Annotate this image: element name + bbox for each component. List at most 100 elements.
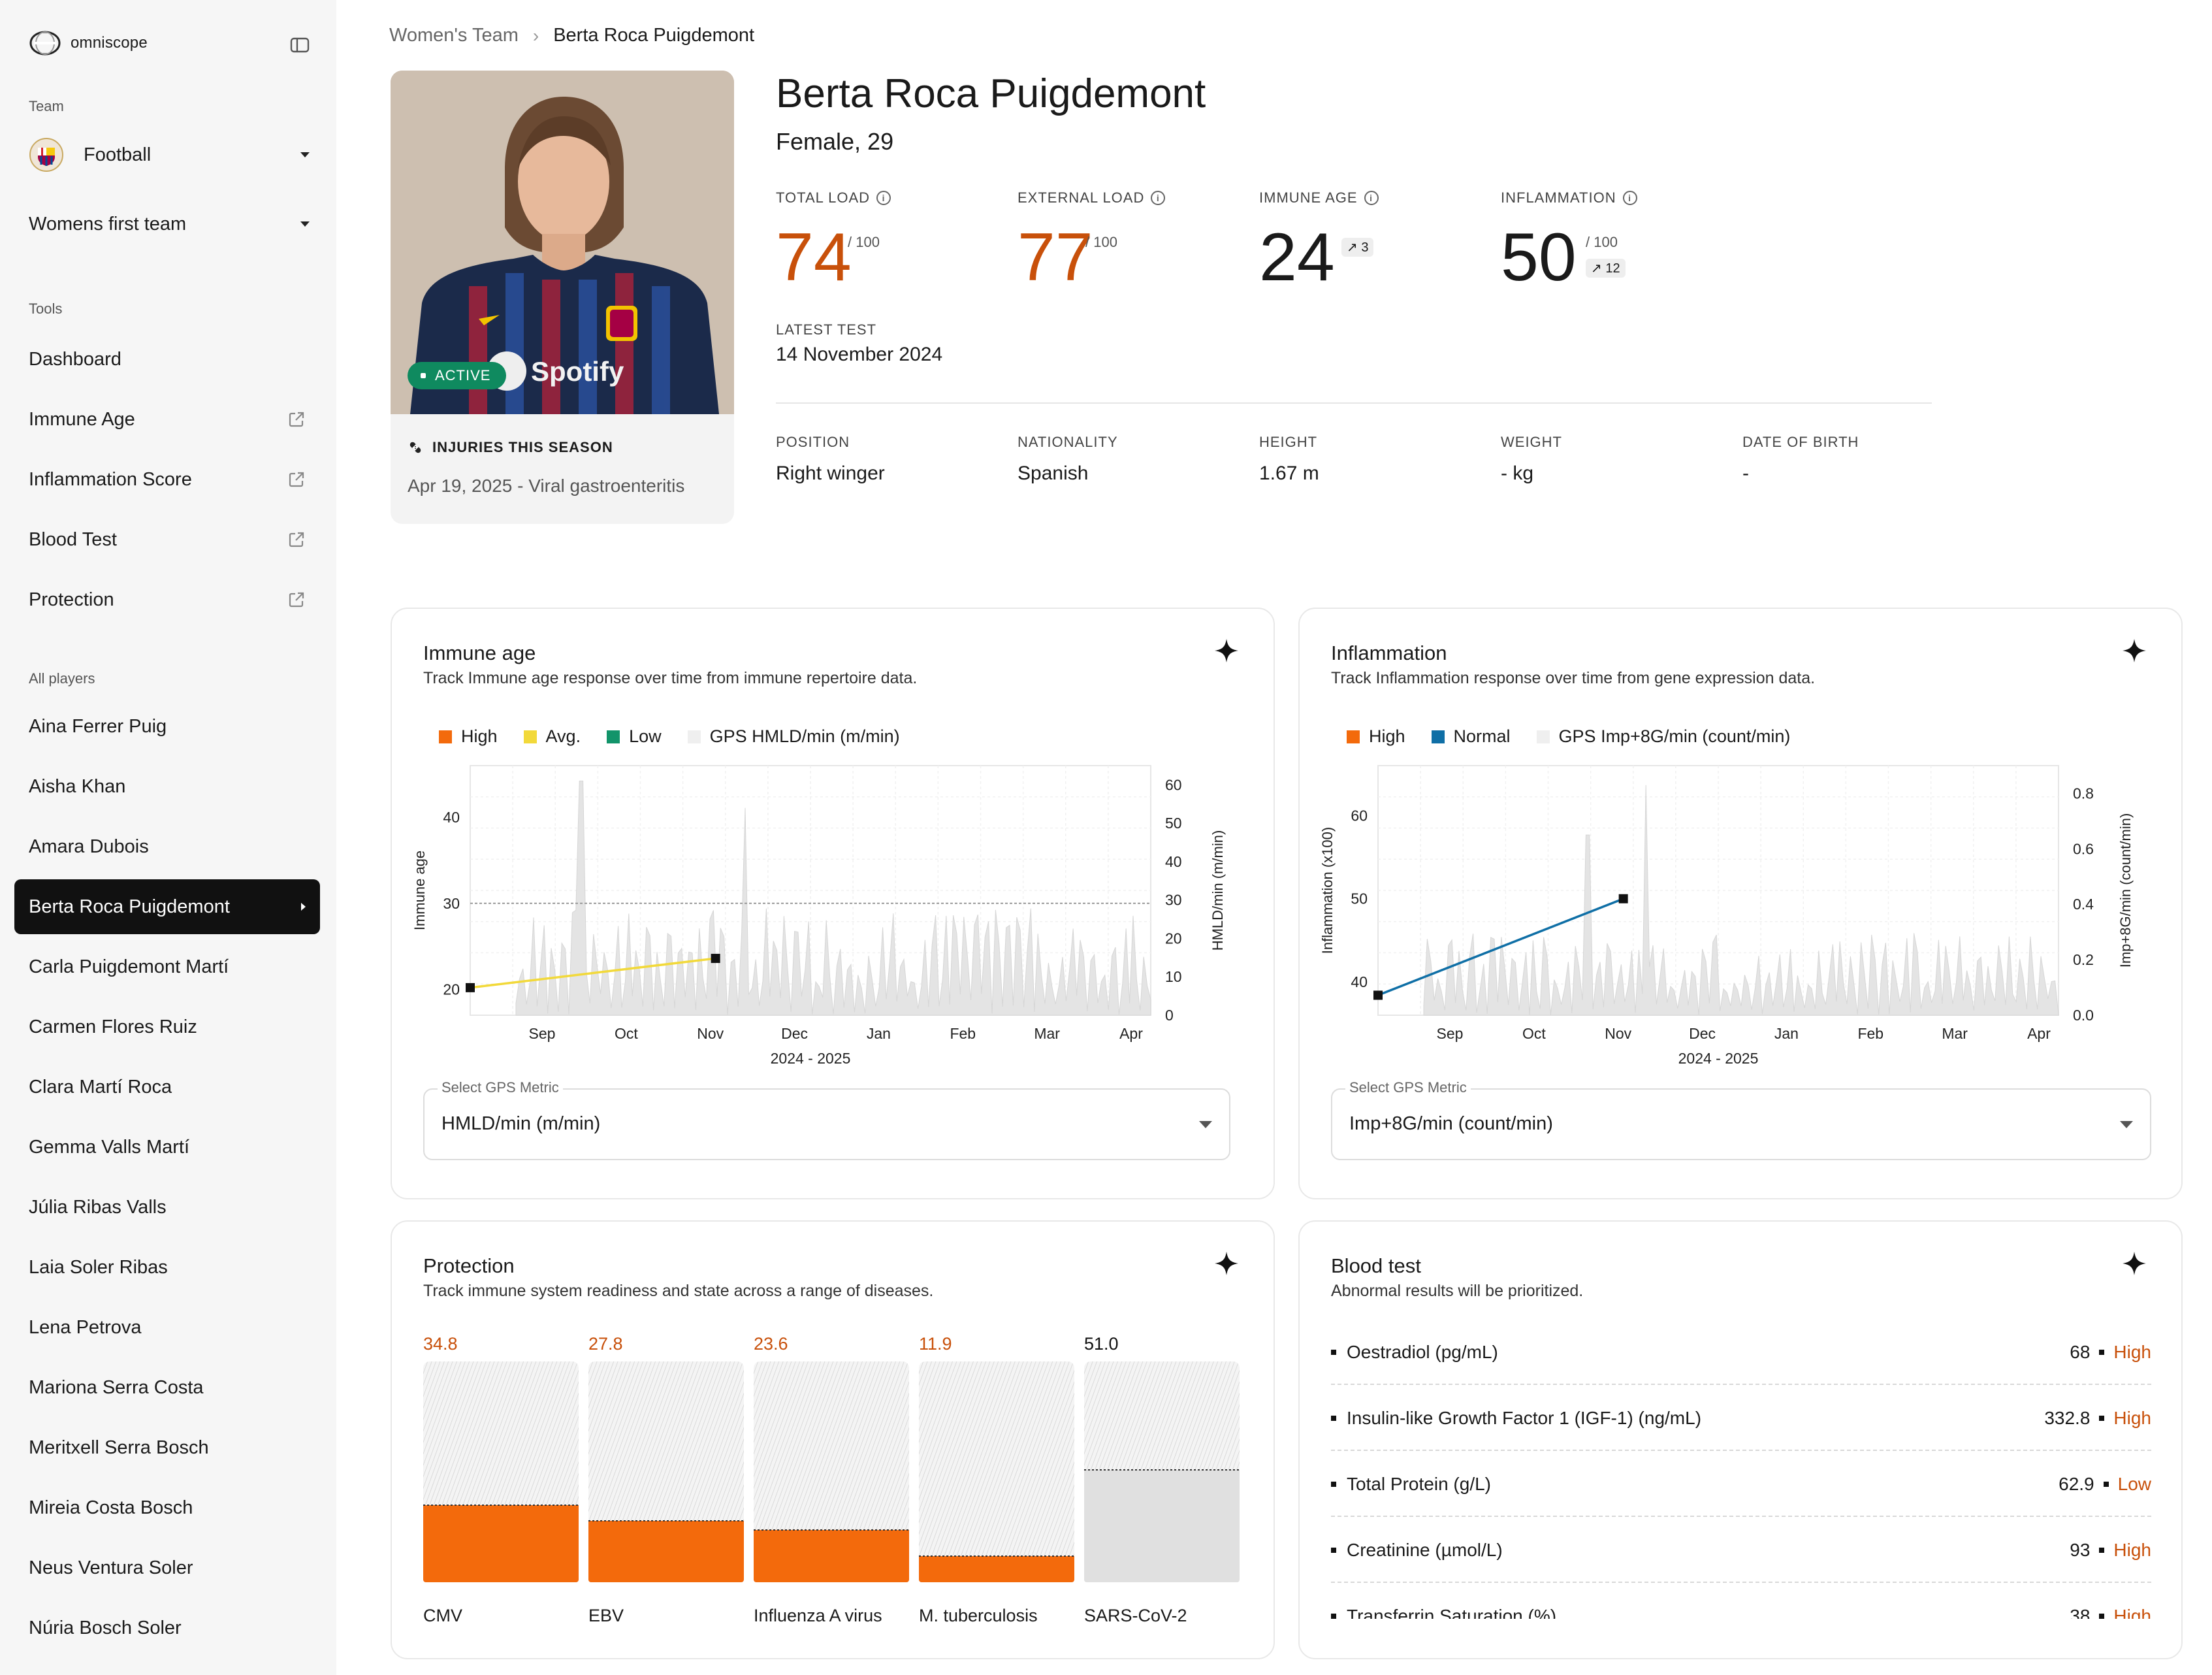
injuries-card: INJURIES THIS SEASON Apr 19, 2025 - Vira… [391, 414, 734, 524]
blood-test-status: High [2113, 1606, 2151, 1619]
blood-test-row[interactable]: Oestradiol (pg/mL) 68 High [1331, 1320, 2151, 1385]
sparkle-icon[interactable] [1213, 1250, 1240, 1277]
series-line [470, 957, 716, 989]
data-point [711, 954, 720, 964]
y2-tick-label: 10 [1165, 968, 1182, 985]
x-tick-label: Oct [615, 1025, 638, 1042]
y2-tick-label: 50 [1165, 815, 1182, 832]
protection-bar[interactable] [1084, 1361, 1240, 1582]
blood-test-row[interactable]: Total Protein (g/L) 62.9 Low [1331, 1452, 2151, 1517]
sidebar-toggle-icon[interactable] [290, 37, 310, 54]
metric-label: TOTAL LOAD [776, 189, 871, 206]
legend-label: Normal [1453, 726, 1511, 746]
sponsor-text: Spotify [531, 356, 624, 387]
sidebar-player-item[interactable]: Mariona Serra Costa [14, 1360, 320, 1415]
blood-test-card: Blood test Abnormal results will be prio… [1298, 1220, 2183, 1659]
x-tick-label: Mar [1942, 1025, 1968, 1042]
protection-bar-graphic [919, 1361, 1074, 1582]
y-tick-label: 40 [443, 809, 460, 826]
legend-item: Low [607, 726, 662, 747]
sidebar-player-item[interactable]: Júlia Ribas Valls [14, 1180, 320, 1235]
protection-bar[interactable] [588, 1361, 744, 1582]
sidebar-tool-item[interactable]: Immune Age [14, 392, 320, 447]
blood-test-row[interactable]: Insulin-like Growth Factor 1 (IGF-1) (ng… [1331, 1386, 2151, 1451]
gps-metric-select[interactable]: Select GPS Metric HMLD/min (m/min) [423, 1079, 1230, 1160]
info-icon[interactable]: i [876, 191, 891, 205]
attr-dob: DATE OF BIRTH - [1742, 434, 1859, 485]
sidebar-player-label: Júlia Ribas Valls [29, 1196, 167, 1218]
sidebar-player-label: Lena Petrova [29, 1316, 142, 1338]
info-icon[interactable]: i [1364, 191, 1379, 205]
blood-test-row[interactable]: Creatinine (µmol/L) 93 High [1331, 1518, 2151, 1583]
bullet-icon [1331, 1614, 1336, 1619]
sidebar: omniscope Team Football Womens first tea… [0, 0, 336, 1675]
x-tick-label: Nov [697, 1025, 724, 1042]
sidebar-player-item[interactable]: Clara Martí Roca [14, 1060, 320, 1114]
metric-value: 77 [1018, 220, 1093, 295]
sparkle-icon[interactable] [1213, 638, 1240, 664]
info-icon[interactable]: i [1622, 191, 1637, 205]
attr-weight: WEIGHT - kg [1501, 434, 1562, 485]
tools-section-label: Tools [29, 301, 63, 317]
sidebar-tool-item[interactable]: Dashboard [14, 332, 320, 387]
sidebar-player-item[interactable]: Meritxell Serra Bosch [14, 1420, 320, 1475]
metric-max: / 100 [1085, 234, 1117, 250]
sidebar-tool-label: Protection [29, 589, 114, 610]
breadcrumb: Women's Team › Berta Roca Puigdemont [389, 25, 754, 46]
gps-background-area [515, 781, 1151, 1016]
protection-value: 11.9 [919, 1334, 952, 1354]
card-subtitle: Track Inflammation response over time fr… [1331, 669, 1816, 687]
x-tick-label: Dec [781, 1025, 808, 1042]
sidebar-player-item[interactable]: Amara Dubois [14, 819, 320, 874]
sidebar-player-item[interactable]: Lena Petrova [14, 1300, 320, 1355]
chevron-right-icon [301, 903, 306, 911]
sidebar-tool-item[interactable]: Blood Test [14, 512, 320, 567]
sidebar-tool-item[interactable]: Inflammation Score [14, 452, 320, 507]
x-tick-label: Oct [1522, 1025, 1546, 1042]
team-crest-icon [29, 138, 63, 172]
sidebar-player-label: Meritxell Serra Bosch [29, 1437, 209, 1458]
sidebar-player-item[interactable]: Carmen Flores Ruiz [14, 1000, 320, 1054]
breadcrumb-parent[interactable]: Women's Team [389, 25, 519, 46]
sidebar-player-item[interactable]: Carla Puigdemont Martí [14, 939, 320, 994]
blood-test-value: 62.9 [2059, 1474, 2094, 1494]
sidebar-player-item[interactable]: Núria Bosch Soler [14, 1601, 320, 1655]
y2-tick-label: 30 [1165, 892, 1182, 909]
protection-bar[interactable] [754, 1361, 909, 1582]
y2-tick-label: 0.0 [2073, 1007, 2094, 1024]
protection-bar[interactable] [423, 1361, 579, 1582]
brand[interactable]: omniscope [29, 29, 148, 57]
chevron-down-icon [300, 221, 310, 227]
x-tick-label: Nov [1605, 1025, 1631, 1042]
latest-test-value: 14 November 2024 [776, 344, 943, 365]
sidebar-player-item[interactable]: Aisha Khan [14, 759, 320, 814]
attr-value: - [1742, 463, 1749, 484]
sidebar-player-item[interactable]: Aina Ferrer Puig [14, 699, 320, 754]
card-title: Inflammation [1331, 642, 1447, 664]
sidebar-player-item[interactable]: Berta Roca Puigdemont [14, 879, 320, 934]
sidebar-player-item[interactable]: Mireia Costa Bosch [14, 1480, 320, 1535]
protection-bar[interactable] [919, 1361, 1074, 1582]
x-tick-label: Jan [1774, 1025, 1799, 1042]
legend-swatch [1347, 730, 1360, 743]
info-icon[interactable]: i [1151, 191, 1166, 205]
sidebar-player-item[interactable]: Laia Soler Ribas [14, 1240, 320, 1295]
protection-category-label: M. tuberculosis [919, 1606, 1038, 1625]
squad-select[interactable]: Womens first team [29, 201, 310, 247]
blood-test-row[interactable]: Transferrin Saturation (%) 38 High [1331, 1584, 2151, 1619]
team-select[interactable]: Football [29, 132, 310, 178]
gps-metric-select[interactable]: Select GPS Metric Imp+8G/min (count/min) [1331, 1079, 2151, 1160]
sparkle-icon[interactable] [2121, 638, 2147, 664]
squad-name: Womens first team [29, 213, 187, 235]
sidebar-player-label: Berta Roca Puigdemont [29, 896, 230, 917]
metric-label: EXTERNAL LOAD [1018, 189, 1145, 206]
y-tick-label: 50 [1351, 890, 1368, 907]
card-subtitle: Abnormal results will be prioritized. [1331, 1282, 1584, 1300]
sidebar-player-item[interactable]: Gemma Valls Martí [14, 1120, 320, 1175]
blood-test-name: Total Protein (g/L) [1347, 1474, 1491, 1494]
player-subtitle: Female, 29 [776, 128, 894, 155]
sidebar-tool-item[interactable]: Protection [14, 572, 320, 627]
sidebar-player-label: Clara Martí Roca [29, 1076, 172, 1098]
sparkle-icon[interactable] [2121, 1250, 2147, 1277]
sidebar-player-item[interactable]: Neus Ventura Soler [14, 1540, 320, 1595]
